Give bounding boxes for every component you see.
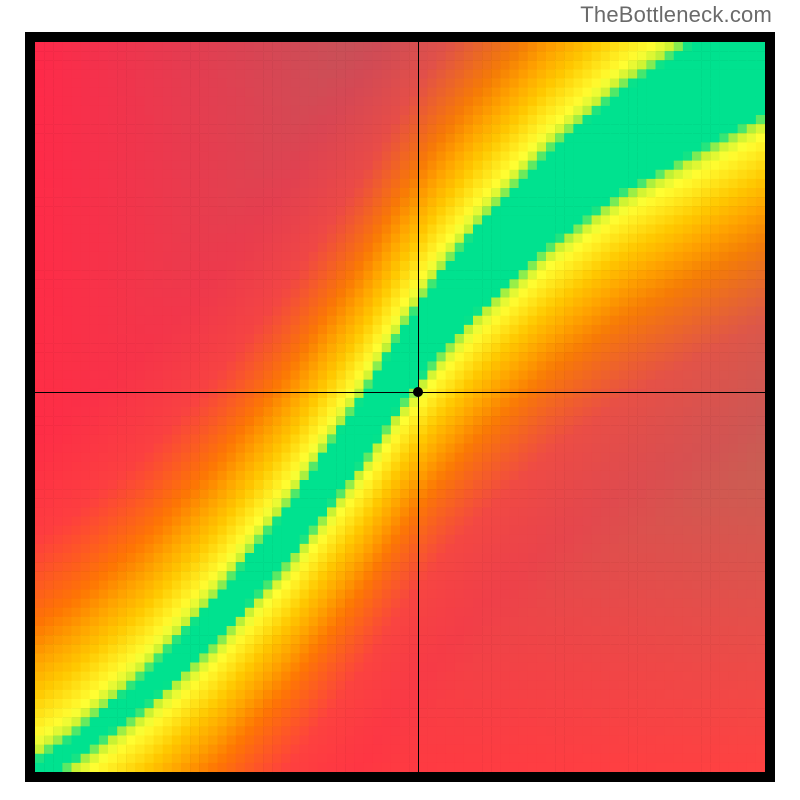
bottleneck-heatmap: [35, 42, 765, 772]
chart-frame: [25, 32, 775, 782]
crosshair-marker: [413, 387, 423, 397]
crosshair-horizontal: [25, 392, 775, 393]
chart-container: TheBottleneck.com: [0, 0, 800, 800]
crosshair-vertical: [418, 32, 419, 782]
watermark-text: TheBottleneck.com: [580, 2, 772, 28]
